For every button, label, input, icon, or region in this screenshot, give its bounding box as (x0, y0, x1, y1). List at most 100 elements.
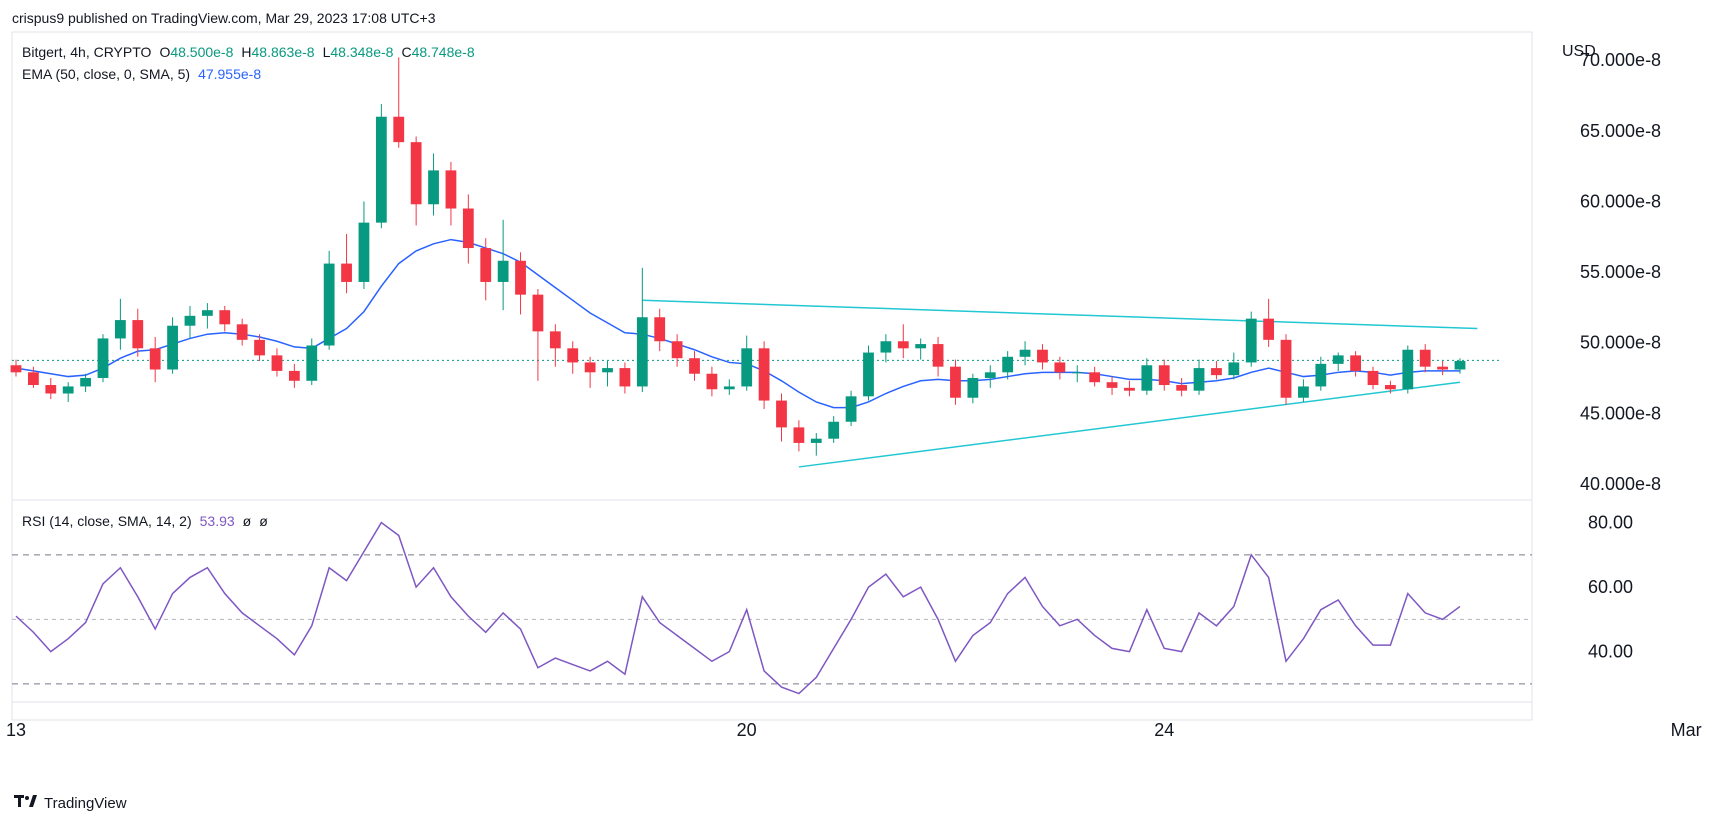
candle-body (254, 339, 265, 356)
candle (863, 345, 874, 401)
candle (723, 379, 735, 395)
candle (950, 359, 961, 405)
ema-line (15, 238, 1460, 409)
rsi-tick-label: 60.00 (1588, 577, 1633, 597)
candle (967, 373, 979, 404)
candle-body (880, 341, 892, 353)
candle (793, 420, 805, 452)
candle-body (532, 294, 544, 332)
open-label: O (159, 44, 171, 60)
candle (984, 365, 996, 388)
candle-body (915, 344, 927, 349)
candle (80, 373, 91, 393)
candle-body (863, 352, 874, 397)
candle (219, 305, 231, 332)
candle-body (10, 365, 22, 373)
ema-legend[interactable]: EMA (50, close, 0, SMA, 5) 47.955e-8 (22, 66, 261, 82)
candle (549, 324, 561, 367)
candle-body (80, 377, 91, 387)
candle-body (497, 260, 509, 282)
candle-body (776, 400, 787, 428)
candle-body (1367, 370, 1379, 386)
candle-body (758, 348, 770, 401)
candle (445, 161, 457, 226)
candle (393, 57, 405, 148)
candle (515, 252, 526, 315)
candle-body (97, 338, 109, 378)
rsi-legend[interactable]: RSI (14, close, SMA, 14, 2) 53.93 ø ø (22, 513, 268, 529)
candle (654, 308, 666, 352)
candle (776, 393, 787, 442)
candle-body (323, 263, 335, 346)
candle-body (567, 348, 579, 363)
candle-body (1141, 365, 1153, 391)
candle-body (828, 421, 840, 439)
candle (45, 377, 57, 400)
low-label: L (322, 44, 331, 60)
candle-body (845, 396, 857, 422)
candle-body (1002, 356, 1014, 373)
candle-body (428, 170, 439, 205)
trendline-upper (642, 299, 1478, 330)
time-tick-label: Mar (1671, 720, 1702, 740)
candle-body (723, 386, 735, 390)
candle (706, 366, 718, 397)
candle-body (288, 370, 300, 381)
candle-body (62, 386, 74, 394)
currency-label: USD (1562, 43, 1596, 60)
rsi-tick-label: 40.00 (1588, 642, 1633, 662)
candle-body (184, 315, 196, 326)
candle-body (741, 348, 753, 387)
candle-body (1019, 349, 1031, 357)
candle (236, 318, 248, 346)
candle (132, 308, 144, 357)
candle-body (1315, 363, 1327, 387)
tradingview-brand: TradingView (44, 795, 127, 812)
candle (1280, 334, 1292, 405)
candle-body (1454, 361, 1466, 370)
candle (1367, 366, 1379, 390)
close-label: C (401, 44, 412, 60)
candle-body (689, 358, 700, 374)
candle (741, 335, 753, 391)
tradingview-logo[interactable]: TradingView (14, 794, 127, 813)
price-tick-label: 65.000e-8 (1580, 121, 1661, 141)
candle-body (1037, 349, 1048, 363)
open-value: 48.500e-8 (170, 44, 234, 60)
close-value: 48.748e-8 (411, 44, 475, 60)
candle (1176, 377, 1188, 397)
candle (358, 201, 370, 290)
candle (28, 366, 39, 388)
rsi-line (15, 521, 1461, 695)
time-tick-label: 20 (737, 720, 757, 740)
candle-body (1106, 382, 1118, 388)
price-tick-label: 70.000e-8 (1580, 50, 1661, 70)
candle-body (28, 372, 39, 386)
symbol-label[interactable]: Bitgert, 4h, CRYPTO (22, 44, 152, 60)
candle-body (445, 170, 457, 209)
ema-layer (15, 238, 1460, 409)
candle (1228, 352, 1240, 380)
candle (828, 416, 840, 443)
time-tick-label: 24 (1154, 720, 1174, 740)
candle (689, 351, 700, 381)
candle-body (967, 377, 979, 398)
candle (428, 153, 439, 216)
price-tick-label: 40.000e-8 (1580, 474, 1661, 494)
candle (1419, 344, 1431, 373)
candle (1124, 380, 1135, 397)
candle (1332, 352, 1344, 371)
candle (1089, 366, 1101, 387)
candle-body (1176, 385, 1188, 391)
publish-info: crispus9 published on TradingView.com, M… (12, 10, 436, 26)
candle-body (341, 263, 352, 282)
candle-layer (10, 57, 1466, 456)
candle (149, 337, 161, 383)
candle-body (1124, 387, 1135, 391)
candle (1054, 356, 1066, 380)
rsi-label: RSI (14, close, SMA, 14, 2) (22, 513, 192, 529)
time-tick-label: 13 (6, 720, 26, 740)
candle-body (602, 368, 613, 373)
rsi-extra-1: ø (242, 513, 252, 529)
